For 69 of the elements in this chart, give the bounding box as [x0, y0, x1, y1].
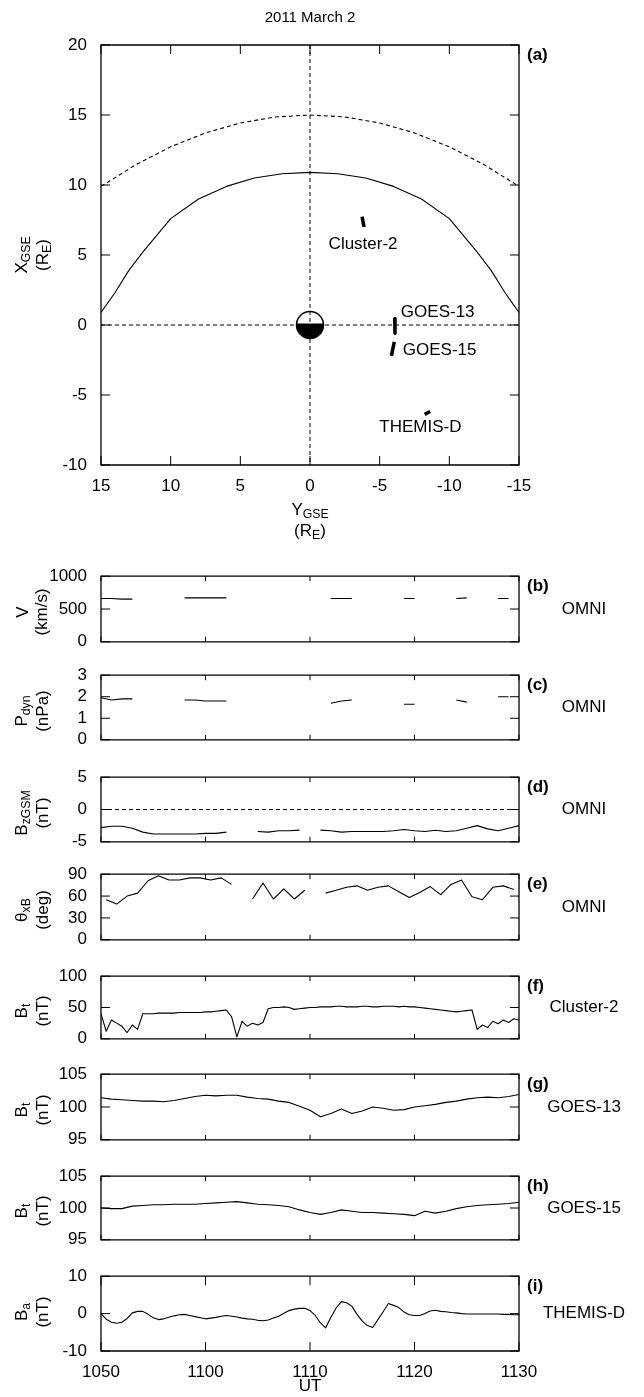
y-tick-label: 5: [77, 244, 87, 264]
chart-title: 2011 March 2: [264, 8, 356, 25]
y-tick-label: 0: [77, 929, 87, 949]
y-tick-label: -10: [62, 1340, 87, 1360]
x-axis-title: Y$_{GSE}$ (R$_{E}$): [291, 500, 329, 542]
x-tick-label: 10: [161, 475, 181, 495]
y-tick-label: 1000: [49, 565, 87, 585]
text: Cluster-2: [549, 997, 619, 1017]
y-tick-label: 90: [68, 863, 87, 883]
y-tick-label: 0: [77, 799, 87, 819]
text: (c): [527, 674, 548, 694]
x-axis-title: UT: [298, 1376, 322, 1396]
x-tick-label: 0: [305, 475, 315, 495]
y-tick-label: 0: [77, 631, 87, 651]
y-tick-label: 1: [77, 707, 87, 727]
y-tick-label: 0: [77, 314, 87, 334]
y-axis-title: V (km/s): [13, 588, 52, 636]
text: (e): [527, 873, 548, 893]
y-tick-label: 50: [68, 997, 87, 1017]
y-tick-label: -5: [71, 831, 87, 851]
series-label: GOES-15: [402, 340, 477, 360]
y-tick-label: 105: [58, 1165, 87, 1185]
y-tick-label: -10: [62, 454, 87, 474]
x-tick-label: -15: [506, 475, 532, 495]
y-tick-label: 60: [68, 885, 87, 905]
x-tick-label: 15: [91, 475, 111, 495]
y-tick-label: -5: [71, 384, 87, 404]
text: (f): [527, 975, 544, 995]
series-label: THEMIS-D: [379, 416, 462, 436]
y-tick-label: 0: [77, 1303, 87, 1323]
x-tick-label: 1120: [396, 1361, 433, 1381]
text: GOES-15: [547, 1197, 621, 1217]
text: THEMIS-D: [542, 1303, 626, 1323]
text: (h): [527, 1175, 549, 1195]
y-tick-label: 100: [58, 1096, 87, 1116]
series-label: GOES-13: [400, 301, 475, 321]
text: (d): [527, 776, 549, 796]
y-tick-label: 0: [77, 729, 87, 749]
text: OMNI: [561, 799, 607, 819]
y-tick-label: 500: [58, 598, 87, 618]
y-tick-label: 3: [77, 664, 87, 684]
series-label: Cluster-2: [328, 233, 398, 253]
text: OMNI: [561, 896, 607, 916]
text: (g): [527, 1073, 549, 1093]
y-tick-label: 105: [58, 1063, 87, 1083]
text: OMNI: [561, 598, 607, 618]
x-tick-label: 1130: [500, 1361, 538, 1381]
y-tick-label: 20: [68, 34, 87, 54]
x-tick-label: 1050: [82, 1361, 120, 1381]
y-tick-label: 100: [58, 1197, 87, 1217]
y-tick-label: 100: [58, 965, 87, 985]
x-tick-label: 1100: [187, 1361, 224, 1381]
x-tick-label: 5: [235, 475, 246, 495]
y-tick-label: 10: [68, 174, 87, 194]
text: OMNI: [561, 697, 607, 717]
y-tick-label: 15: [68, 104, 87, 124]
y-tick-label: 95: [68, 1229, 87, 1249]
y-tick-label: 2: [77, 686, 87, 706]
text: (b): [527, 575, 549, 595]
y-tick-label: 10: [68, 1265, 87, 1285]
y-tick-label: 0: [77, 1028, 87, 1048]
text: GOES-13: [547, 1096, 621, 1116]
x-tick-label: -5: [372, 475, 388, 495]
x-tick-label: -10: [437, 475, 462, 495]
y-tick-label: 30: [68, 907, 87, 927]
text: (a): [527, 44, 548, 64]
text: (i): [527, 1275, 544, 1295]
y-tick-label: 95: [68, 1129, 87, 1149]
y-tick-label: 5: [77, 766, 87, 786]
